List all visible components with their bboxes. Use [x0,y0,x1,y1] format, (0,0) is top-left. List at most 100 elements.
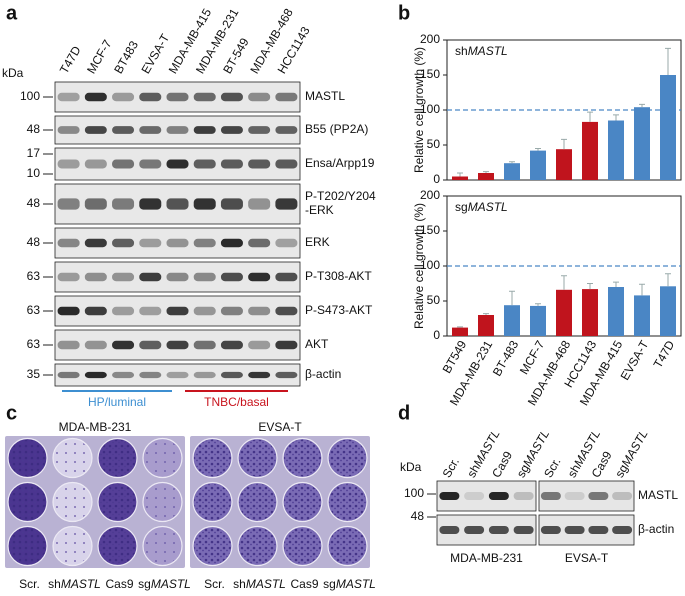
band [84,340,107,350]
band [275,272,298,282]
band [112,238,135,248]
error-bar [483,171,489,173]
band [166,198,189,210]
error-bar [561,138,567,150]
well-colonies [99,439,136,477]
plate [5,436,185,568]
band [513,526,534,534]
band [220,159,243,169]
band [193,198,216,210]
panel-letter: d [398,402,410,424]
kda-marker: 48 [27,235,41,249]
kda-marker: 48 [27,122,41,136]
band [139,272,162,282]
error-bar [457,172,463,177]
band [193,306,216,316]
bar [452,176,468,180]
error-bar [587,283,593,290]
cell-line-label: MDA-MB-231 [450,551,523,565]
panel-letter: b [398,2,410,24]
bar [530,150,546,180]
y-tick-label: 0 [433,172,440,186]
condition-label: Cas9 [105,577,133,591]
band [193,371,216,379]
plate-title: EVSA-T [258,420,302,434]
y-tick-label: 100 [420,258,440,272]
band [139,340,162,350]
condition-label: Scr. [541,455,563,480]
lane-label: BT483 [111,38,141,76]
band [275,159,298,169]
well-colonies [239,483,276,521]
label-gene: MASTL [336,577,376,591]
band [220,306,243,316]
bar [530,305,546,336]
band [220,340,243,350]
error-bar [639,103,645,108]
blot-strip [54,329,301,361]
row-label: P-T308-AKT [305,269,372,283]
band [57,340,80,350]
well-colonies [144,439,181,477]
band [112,371,135,379]
row-label: MASTL [305,89,345,103]
condition-label: Scr. [19,577,40,591]
label-gene: MASTL [151,577,191,591]
row-label: P-T202/Y204 [305,189,376,203]
band [439,492,460,500]
band [220,371,243,379]
band [248,159,271,169]
label-gene: MASTL [61,577,101,591]
band [139,371,162,379]
band [84,238,107,248]
label-prefix: sg [612,462,630,480]
band [193,159,216,169]
row-label: P-S473-AKT [305,303,373,317]
row-label: β-actin [305,367,341,381]
bar [504,305,520,336]
kda-marker: 63 [27,337,41,351]
band [220,272,243,282]
condition-label: Cas9 [489,449,515,481]
band [112,272,135,282]
well-colonies [144,483,181,521]
well-colonies [9,439,46,477]
band [275,340,298,350]
y-tick-label: 200 [420,32,440,46]
band [166,126,189,134]
band [193,126,216,134]
band [112,306,135,316]
well-colonies [284,527,321,565]
row-label: β-actin [638,522,674,536]
y-tick-label: 150 [420,223,440,237]
band [57,159,80,169]
row-label: AKT [305,337,329,351]
condition-label: Scr. [440,455,462,480]
well-colonies [284,483,321,521]
bar [504,163,520,180]
bar [634,295,650,336]
bar [582,121,598,180]
blot-strip [54,363,301,387]
panel-letter: a [6,2,18,24]
band [84,92,107,102]
plate-title: MDA-MB-231 [59,420,132,434]
chart-title: shMASTL [455,44,508,58]
band [193,238,216,248]
row-label: B55 (PP2A) [305,122,368,136]
well-colonies [144,527,181,565]
bar [478,315,494,336]
band [275,306,298,316]
bar [556,289,572,336]
band [513,492,534,500]
band [464,492,485,500]
band [220,126,243,134]
band [564,492,585,500]
error-bar [535,148,541,151]
band [166,306,189,316]
band [275,126,298,134]
band [57,92,80,102]
plate [190,436,370,568]
row-label: Ensa/Arpp19 [305,156,375,170]
bar [478,173,494,180]
